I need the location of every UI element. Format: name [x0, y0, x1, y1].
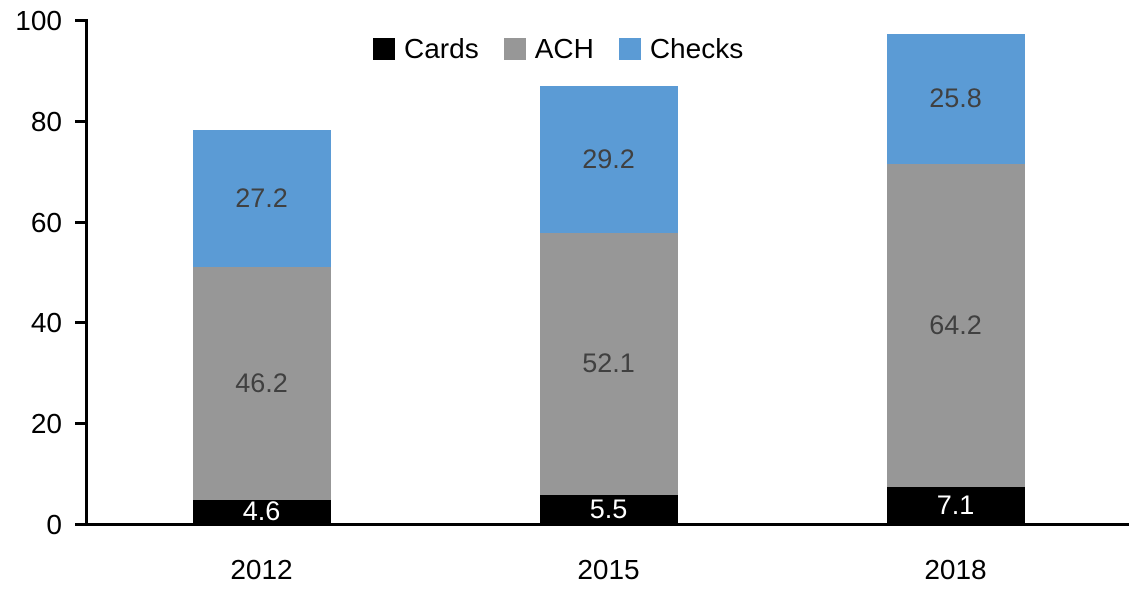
- bar-value-label: 46.2: [235, 367, 288, 398]
- y-axis-tick: [75, 19, 88, 22]
- legend-swatch-cards: [373, 38, 395, 60]
- legend-swatch-ach: [503, 38, 526, 60]
- x-axis-label-2012: 2012: [230, 554, 293, 585]
- y-axis-tick-label: 100: [15, 5, 62, 36]
- legend-label: Checks: [649, 33, 744, 64]
- y-axis-tick-label: 60: [30, 206, 62, 238]
- y-axis-tick-label: 40: [30, 307, 62, 339]
- bar-value-label: 27.2: [235, 182, 288, 213]
- legend-label: Cards: [404, 33, 479, 64]
- bar-segment-cards-2012: 4.6: [192, 495, 331, 526]
- bar-segment-ach-2012: 46.2: [192, 267, 331, 500]
- bar-segment-cards-2015: 5.5: [539, 493, 678, 524]
- bar-segment-checks-2015: 29.2: [539, 85, 678, 233]
- y-axis-tick-label: 0: [46, 509, 62, 540]
- y-axis-tick: [75, 321, 88, 325]
- bar-value-label: 25.8: [929, 83, 982, 114]
- y-axis-line: [85, 19, 88, 526]
- x-axis-line: [85, 523, 1129, 526]
- bar-value-label: 29.2: [582, 143, 635, 174]
- bar-value-label: 5.5: [589, 493, 628, 524]
- x-axis-label-2018: 2018: [924, 554, 987, 585]
- legend-swatch-checks: [618, 38, 641, 60]
- legend-item-cards: Cards: [373, 35, 479, 63]
- y-axis-tick: [75, 422, 88, 426]
- y-axis-tick: [75, 119, 88, 123]
- bar-value-label: 52.1: [582, 348, 635, 379]
- legend-label: ACH: [534, 33, 594, 64]
- bar-value-label: 64.2: [929, 309, 982, 340]
- bar-value-label: 4.6: [242, 495, 281, 526]
- y-axis-tick: [75, 523, 88, 526]
- bar-segment-ach-2015: 52.1: [539, 232, 678, 496]
- bar-segment-cards-2018: 7.1: [886, 487, 1025, 523]
- bar-value-label: 7.1: [936, 489, 975, 520]
- y-axis-tick: [75, 220, 88, 224]
- chart-legend: Cards ACH Checks: [373, 35, 743, 63]
- y-axis-tick-label: 80: [30, 105, 62, 137]
- legend-item-checks: Checks: [618, 33, 744, 64]
- bar-segment-checks-2018: 25.8: [886, 33, 1025, 164]
- bar-segment-checks-2012: 27.2: [192, 129, 331, 267]
- bar-segment-ach-2018: 64.2: [886, 163, 1025, 488]
- x-axis-label-2015: 2015: [577, 554, 640, 585]
- y-axis-tick-label: 20: [30, 408, 62, 440]
- legend-item-ach: ACH: [503, 33, 594, 64]
